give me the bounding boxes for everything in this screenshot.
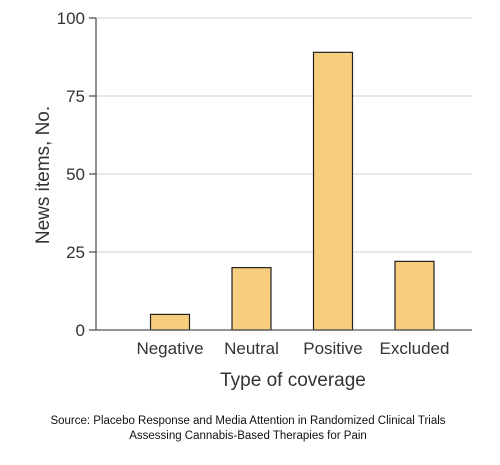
bars — [149, 51, 435, 331]
bar-positive — [312, 51, 354, 331]
source-line-2: Assessing Cannabis-Based Therapies for P… — [129, 430, 367, 442]
source-line-1: Source: Placebo Response and Media Atten… — [50, 415, 445, 427]
bar-neutral — [231, 267, 272, 331]
y-tick-label: 75 — [66, 87, 85, 106]
grid-lines — [96, 17, 472, 253]
x-tick-label: Negative — [136, 339, 203, 358]
x-tick-label: Neutral — [224, 339, 279, 358]
y-axis-title: News items, No. — [33, 106, 54, 244]
x-axis-title: Type of coverage — [220, 370, 366, 391]
bar-negative — [149, 313, 191, 331]
y-tick-label: 25 — [66, 243, 85, 262]
x-tick-labels: Negative Neutral Positive Excluded — [136, 339, 449, 358]
y-tick-label: 0 — [76, 321, 85, 340]
y-tick-labels: 0 25 50 75 100 — [57, 9, 96, 340]
x-tick-label: Positive — [303, 339, 363, 358]
x-tick-label: Excluded — [380, 339, 450, 358]
bar-excluded — [394, 260, 435, 331]
y-tick-label: 100 — [57, 9, 85, 28]
y-tick-label: 50 — [66, 165, 85, 184]
